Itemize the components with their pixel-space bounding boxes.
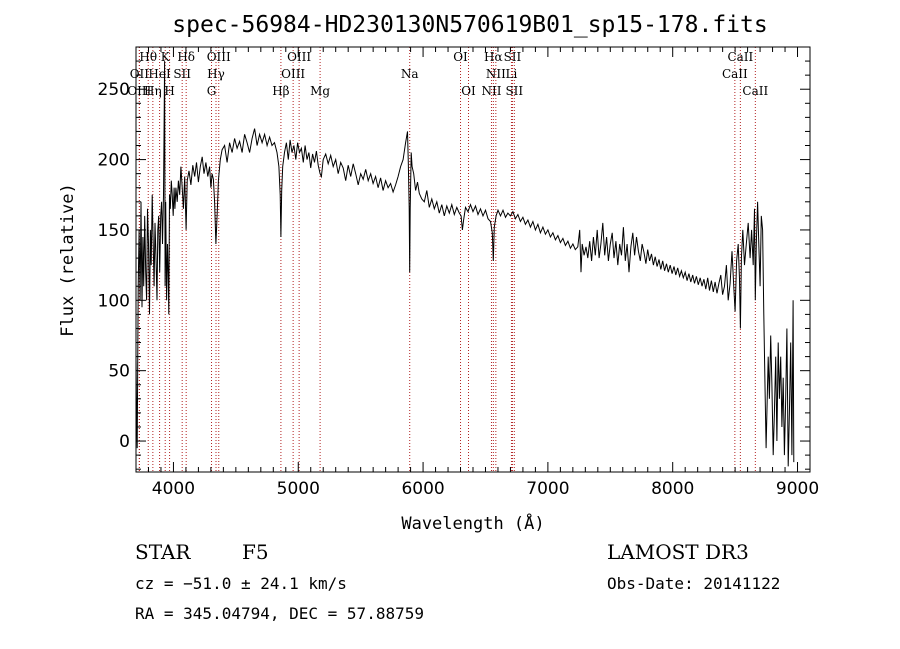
y-tick-label: 100 [98,291,130,311]
line-label-14: OIII [281,67,305,81]
line-label-12: Hβ [272,84,289,98]
x-tick-label: 7000 [526,479,569,499]
obs-date: Obs-Date: 20141122 [607,574,780,593]
line-label-16: Na [401,67,419,81]
line-label-24: SII [505,84,523,98]
x-tick-label: 4000 [152,479,195,499]
line-label-25: CaII [727,50,753,64]
line-label-3: K [161,50,171,64]
survey-name: LAMOST DR3 [607,540,749,564]
x-tick-label: 6000 [401,479,444,499]
line-label-7: H [164,84,174,98]
plot-frame [135,46,811,473]
line-label-27: CaII [742,84,768,98]
spectrum-line [135,61,795,467]
y-tick-label: 150 [98,221,130,241]
object-subclass: F5 [242,540,269,564]
x-tick-label: 8000 [651,479,694,499]
line-label-23: Li [506,67,518,81]
line-label-21: NII [481,84,501,98]
line-label-11: G [207,84,217,98]
y-axis-label: Flux (relative) [58,183,78,337]
line-label-26: CaII [722,67,748,81]
y-axis-ticks: 0 50 100 150 200 250 [98,46,810,470]
y-tick-label: 200 [98,151,130,171]
y-tick-label: 0 [119,432,130,452]
y-tick-label: 250 [98,80,130,100]
line-label-13: OIII [287,50,311,64]
x-axis-label: Wavelength (Å) [401,512,544,534]
x-axis-ticks: 4000 5000 6000 7000 8000 9000 [135,47,819,499]
emission-line-labels: Hθ OII OIII K HeI Hη SII H Hδ OIII Hγ G Hβ OIII OIII Mg… [127,50,768,98]
line-label-10: Hγ [207,67,225,81]
line-label-6: SII [173,67,191,81]
line-label-19: Hα [484,50,503,64]
line-label-17: OI [453,50,468,64]
line-label-18: OI [461,84,476,98]
line-label-4: HeI [148,67,171,81]
line-label-0: Hθ [139,50,157,64]
object-class: STAR [135,540,191,564]
line-label-9: OIII [207,50,231,64]
line-label-22: SII [504,50,522,64]
line-label-1: OII [130,67,150,81]
ra-dec: RA = 345.04794, DEC = 57.88759 [135,604,424,623]
line-label-5: Hη [144,84,162,98]
line-label-20: NII [486,67,506,81]
line-label-2: OIII [127,84,151,98]
x-tick-label: 9000 [776,479,819,499]
line-label-15: Mg [310,84,330,98]
y-tick-label: 50 [108,362,130,382]
emission-line-markers [138,47,756,472]
redshift-text: cz = −51.0 ± 24.1 km/s [135,574,347,593]
chart-title: spec-56984-HD230130N570619B01_sp15-178.f… [172,12,767,38]
x-tick-label: 5000 [277,479,320,499]
line-label-8: Hδ [177,50,195,64]
